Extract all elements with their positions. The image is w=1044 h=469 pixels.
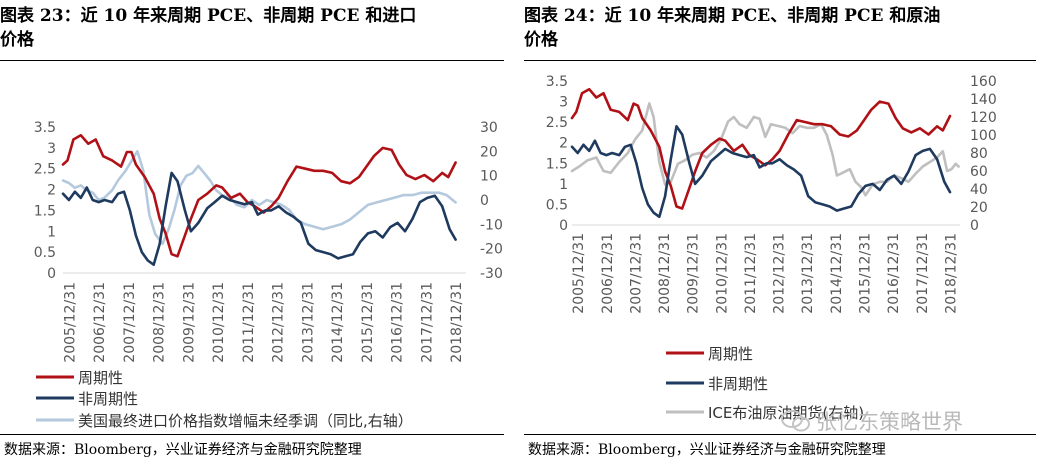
y-right-tick-label: 140 [970,92,997,108]
y-right-tick-label: 20 [480,144,498,160]
y-right-tick-label: 0 [480,193,489,209]
x-tick-label: 2017/12/31 [915,233,931,314]
line-chart-23: 0 0.5 1 1.5 2 2.5 3 3.5 -30 -20 -10 0 10 20 30 2005/12/… [34,120,503,430]
y-left-tick-label: 1 [47,224,56,240]
x-tick-label: 2014/12/31 [829,233,845,314]
x-tick-label: 2007/12/31 [122,282,138,363]
x-tick-label: 2015/12/31 [858,233,874,314]
y-right-tick-label: -30 [480,266,503,282]
title-rule [524,60,1036,61]
x-tick-label: 2016/12/31 [390,282,406,363]
x-tick-label: 2010/12/31 [211,282,227,363]
x-tick-label: 2010/12/31 [714,233,730,314]
line-chart-24: 0 0.5 1 1.5 2 2.5 3 3.5 0 20 40 60 80 100 120 140 160 200… [546,74,997,422]
legend-label: 周期性 [708,345,753,363]
chart-panel-24: 图表 24：近 10 年来周期 PCE、非周期 PCE 和原油 价格 0 0.5 1… [524,0,1044,469]
y-right-tick-label: -20 [480,242,503,258]
x-tick-label: 2018/12/31 [449,282,465,363]
y-left-tick-label: 1.5 [546,156,568,172]
y-right-tick-label: 80 [970,146,988,162]
title-rule [0,60,504,61]
watermark-text: 张忆东策略世界 [816,410,963,434]
y-right-tick-label: 160 [970,74,997,90]
y-right-tick-label: 40 [970,182,988,198]
y-left-tick-label: 1.5 [34,203,56,219]
x-tick-label: 2011/12/31 [743,233,759,314]
x-tick-label: 2006/12/31 [600,233,616,314]
series-line-2 [61,171,457,266]
legend-label: 美国最终进口价格指数增幅未经季调（同比,右轴） [78,412,413,430]
x-tick-label: 2012/12/31 [271,282,287,363]
series-line-3 [570,102,960,197]
y-left-tick-label: 0 [47,266,56,282]
y-left-tick-label: 0 [559,218,568,234]
source-note: 数据来源：Bloomberg，兴业证券经济与金融研究院整理 [528,442,886,458]
chart-title: 图表 23：近 10 年来周期 PCE、非周期 PCE 和进口 价格 [0,4,512,52]
chart-title-line-1: 图表 23：近 10 年来周期 PCE、非周期 PCE 和进口 [0,6,417,26]
chart-title: 图表 24：近 10 年来周期 PCE、非周期 PCE 和原油 价格 [524,4,1044,52]
y-left-tick-label: 3.5 [34,120,56,136]
y-left-tick-label: 0.5 [546,197,568,213]
x-tick-label: 2009/12/31 [181,282,197,363]
x-tick-label: 2005/12/31 [571,233,587,314]
x-tick-label: 2013/12/31 [800,233,816,314]
y-left-tick-label: 2.5 [34,162,56,178]
y-right-tick-label: 120 [970,110,997,126]
series-line-1 [570,87,952,210]
x-tick-label: 2018/12/31 [943,233,959,314]
y-left-tick-label: 2 [559,136,568,152]
y-left-tick-label: 3.5 [546,74,568,90]
y-left-tick-label: 0.5 [34,245,56,261]
y-right-tick-label: 60 [970,164,988,180]
x-tick-label: 2015/12/31 [360,282,376,363]
x-tick-label: 2006/12/31 [92,282,108,363]
y-left-tick-label: 2 [47,183,56,199]
y-right-tick-label: 0 [970,218,979,234]
x-tick-label: 2008/12/31 [152,282,168,363]
chart-title-line-2: 价格 [524,30,558,50]
x-tick-label: 2008/12/31 [657,233,673,314]
series-line-1 [61,134,457,258]
chart-title-line-1: 图表 24：近 10 年来周期 PCE、非周期 PCE 和原油 [524,6,941,26]
x-tick-label: 2009/12/31 [686,233,702,314]
x-tick-label: 2012/12/31 [772,233,788,314]
x-tick-label: 2017/12/31 [419,282,435,363]
legend-label: 非周期性 [708,375,768,393]
legend-label: 非周期性 [78,390,138,408]
chart-panel-23: 图表 23：近 10 年来周期 PCE、非周期 PCE 和进口 价格 0 0.5 1… [0,0,512,469]
x-tick-label: 2011/12/31 [241,282,257,363]
x-tick-label: 2016/12/31 [886,233,902,314]
legend-label: 周期性 [78,369,123,387]
source-rule [524,434,1036,435]
x-tick-label: 2005/12/31 [62,282,78,363]
x-tick-label: 2014/12/31 [330,282,346,363]
y-left-tick-label: 3 [47,141,56,157]
y-left-tick-label: 2.5 [546,115,568,131]
x-tick-label: 2007/12/31 [628,233,644,314]
watermark: 张忆东策略世界 [780,406,1030,436]
x-tick-label: 2013/12/31 [300,282,316,363]
y-right-tick-label: 100 [970,128,997,144]
y-right-tick-label: 10 [480,169,498,185]
y-right-tick-label: 20 [970,200,988,216]
y-left-tick-label: 3 [559,95,568,111]
source-note: 数据来源：Bloomberg，兴业证券经济与金融研究院整理 [4,442,362,458]
y-right-tick-label: -10 [480,217,503,233]
wechat-icon [781,410,810,432]
chart-title-line-2: 价格 [0,30,34,50]
source-rule [0,434,504,435]
series-line-2 [570,125,952,219]
y-right-tick-label: 30 [480,120,498,136]
y-left-tick-label: 1 [559,177,568,193]
